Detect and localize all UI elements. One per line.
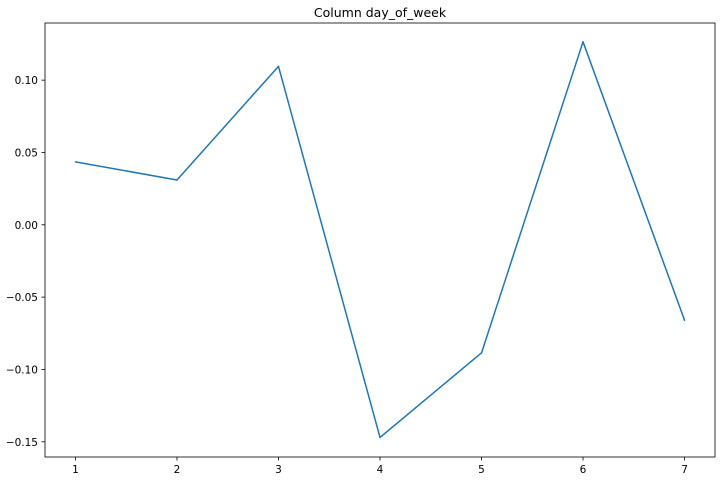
x-tick-label: 6 bbox=[580, 464, 587, 476]
y-tick-label: −0.05 bbox=[6, 292, 38, 304]
plot-frame bbox=[44, 22, 716, 458]
data-point bbox=[582, 41, 584, 43]
x-axis: 1 2 3 4 5 6 7 bbox=[72, 457, 688, 476]
data-point bbox=[74, 161, 77, 163]
data-point bbox=[176, 179, 178, 181]
x-tick-label: 1 bbox=[72, 464, 79, 476]
x-tick-label: 4 bbox=[377, 464, 384, 476]
chart-title: Column day_of_week bbox=[314, 5, 447, 20]
y-tick-label: −0.10 bbox=[6, 364, 38, 376]
plot-series bbox=[74, 41, 686, 439]
y-axis: −0.15 −0.10 −0.05 0.00 0.05 0.10 bbox=[6, 75, 45, 449]
y-tick-label: −0.15 bbox=[6, 437, 38, 449]
y-tick-label: 0.00 bbox=[15, 220, 38, 232]
y-tick-label: 0.10 bbox=[15, 75, 38, 87]
series-line bbox=[75, 41, 686, 439]
x-tick-label: 5 bbox=[478, 464, 485, 476]
data-point bbox=[480, 352, 483, 354]
data-point bbox=[379, 436, 381, 439]
x-tick-label: 3 bbox=[275, 464, 282, 476]
x-tick-label: 7 bbox=[681, 464, 688, 476]
data-point bbox=[683, 319, 686, 322]
y-tick-label: 0.05 bbox=[15, 147, 38, 159]
x-tick-label: 2 bbox=[174, 464, 181, 476]
data-point bbox=[277, 65, 280, 68]
